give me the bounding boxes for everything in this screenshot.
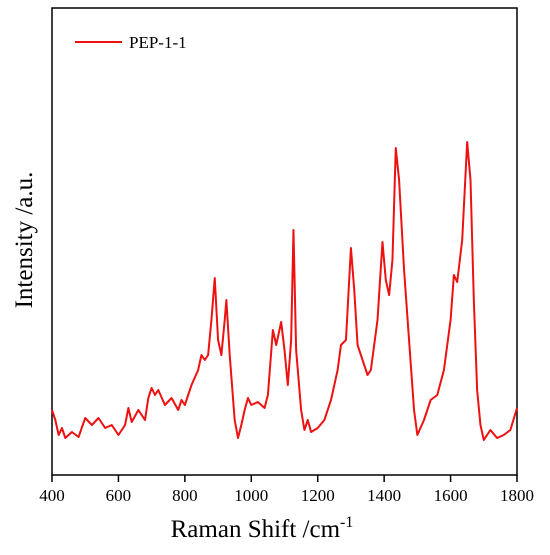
x-axis-label-superscript: -1 <box>340 514 353 531</box>
plot-frame <box>51 7 518 476</box>
x-axis-label-main: Raman Shift /cm <box>171 516 341 543</box>
x-tick-label: 1400 <box>367 486 401 505</box>
legend-label: PEP-1-1 <box>129 33 187 52</box>
x-tick-label: 400 <box>39 486 65 505</box>
x-axis-label: Raman Shift /cm-1 <box>171 514 354 543</box>
x-tick-label: 1800 <box>500 486 534 505</box>
x-tick-label: 600 <box>106 486 132 505</box>
spectrum-line <box>51 141 518 441</box>
x-tick-label: 800 <box>172 486 198 505</box>
y-axis-label: Intensity /a.u. <box>11 172 38 309</box>
x-tick-label: 1600 <box>434 486 468 505</box>
x-tick-label: 1200 <box>301 486 335 505</box>
x-tick-label: 1000 <box>234 486 268 505</box>
